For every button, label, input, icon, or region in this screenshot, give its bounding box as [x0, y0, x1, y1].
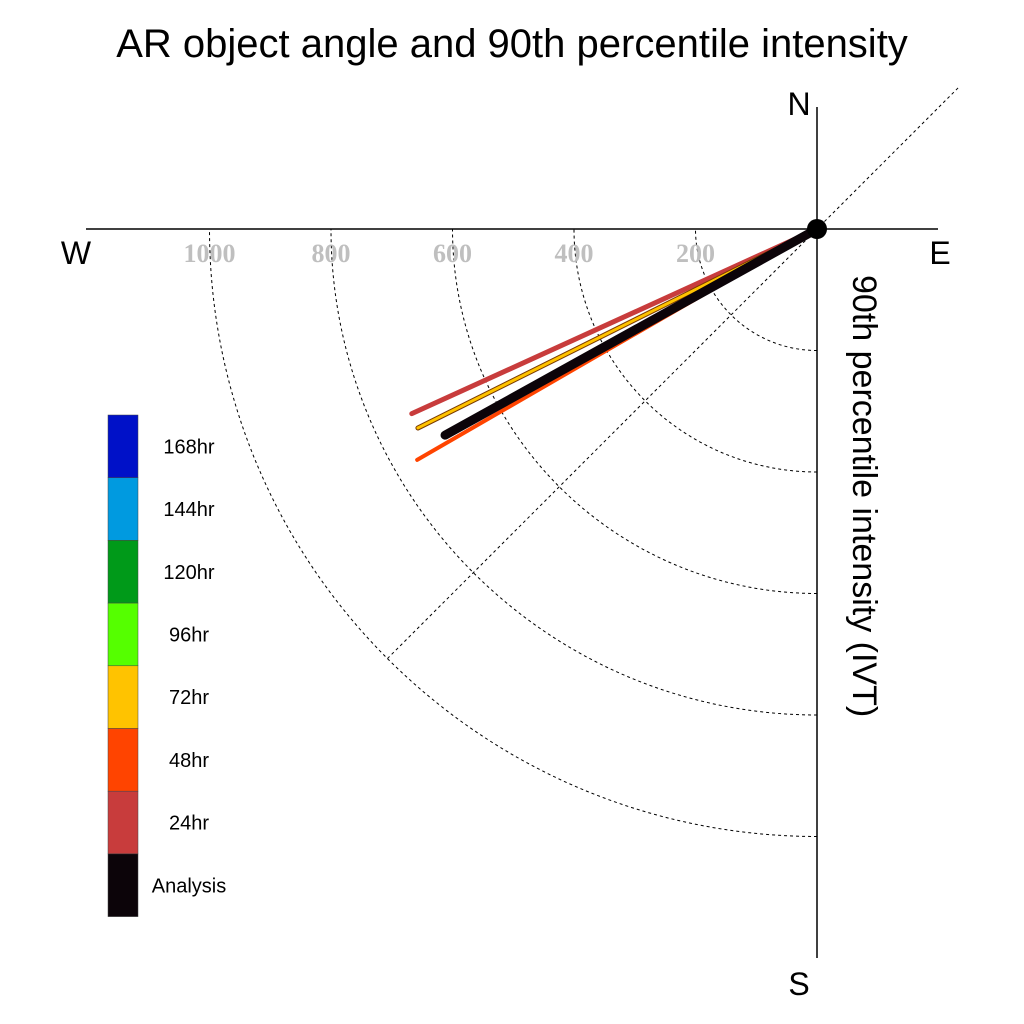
tick-label-800: 800: [312, 239, 351, 268]
compass-east: E: [929, 235, 950, 271]
compass-west: W: [61, 235, 92, 271]
legend-label-analysis: Analysis: [152, 875, 226, 897]
polar-grid: [209, 87, 959, 837]
grid-arc-600: [452, 228, 818, 594]
grid-arc-200: [695, 228, 818, 351]
chart-title: AR object angle and 90th percentile inte…: [116, 22, 908, 66]
grid-diagonal: [387, 87, 959, 659]
legend-label-48hr: 48hr: [169, 750, 209, 772]
compass-north: N: [787, 86, 810, 122]
legend-label-120hr: 120hr: [163, 562, 214, 584]
radial-tick-labels: 200 400 600 800 1000: [184, 239, 716, 268]
legend-swatch-120hr: [107, 540, 139, 604]
tick-label-200: 200: [676, 239, 715, 268]
legend-swatch-48hr: [107, 728, 139, 792]
legend-swatch-144hr: [107, 477, 139, 541]
compass-south: S: [788, 966, 809, 1002]
radial-axis-title: 90th percentile intensity (IVT): [845, 275, 883, 717]
grid-arc-400: [573, 228, 818, 473]
tick-label-1000: 1000: [184, 239, 236, 268]
legend-swatch-analysis: [107, 853, 139, 917]
legend-label-144hr: 144hr: [163, 499, 214, 521]
legend-label-24hr: 24hr: [169, 813, 209, 835]
legend-label-96hr: 96hr: [169, 624, 209, 646]
legend-swatch-168hr: [107, 414, 139, 478]
legend-swatch-96hr: [107, 602, 139, 667]
legend-swatch-72hr: [107, 665, 139, 729]
tick-label-600: 600: [433, 239, 472, 268]
legend: 168hr 144hr 120hr 96hr 72hr 48hr 24hr Analysis: [107, 414, 226, 917]
grid-arc-800: [330, 228, 818, 716]
legend-label-72hr: 72hr: [169, 687, 209, 709]
grid-arc-1000: [209, 228, 818, 837]
series-group: [409, 224, 822, 462]
series-line-24hr: [409, 226, 820, 417]
legend-swatch-24hr: [107, 790, 139, 855]
legend-label-168hr: 168hr: [163, 436, 214, 458]
tick-label-400: 400: [555, 239, 594, 268]
origin-marker: [807, 219, 827, 239]
series-line-analysis: [440, 224, 822, 440]
